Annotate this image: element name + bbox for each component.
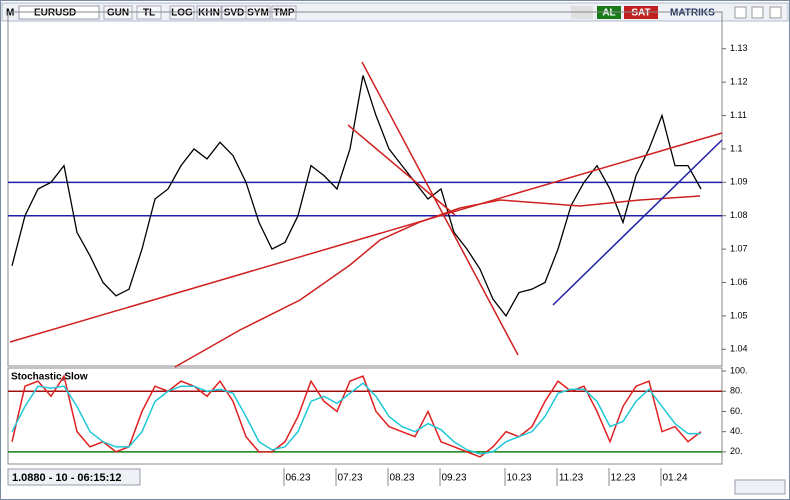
logo: M bbox=[6, 8, 14, 19]
toolbar-button-label: SVD bbox=[224, 8, 245, 19]
trend-line bbox=[9, 132, 723, 343]
brand: MATRIKS bbox=[670, 8, 715, 19]
y-tick-label: 1.07 bbox=[730, 243, 748, 253]
toolbar-button-label: KHN bbox=[198, 8, 220, 19]
trend-line bbox=[552, 139, 723, 306]
y-tick-label: 1.06 bbox=[730, 277, 748, 287]
y-tick-label: 1.13 bbox=[730, 43, 748, 53]
y-tick-label: 1.05 bbox=[730, 310, 748, 320]
x-tick-label: 08.23 bbox=[389, 473, 414, 484]
channel-line bbox=[361, 61, 519, 356]
scroll-controls[interactable] bbox=[734, 479, 786, 495]
sell-label: SAT bbox=[631, 8, 650, 19]
x-tick-label: 01.24 bbox=[662, 473, 687, 484]
price-line bbox=[11, 75, 702, 318]
symbol: EURUSD bbox=[34, 8, 76, 19]
y-tick-label: 1.09 bbox=[730, 177, 748, 187]
y-tick-label: 1.12 bbox=[730, 77, 748, 87]
buy-label: AL bbox=[602, 8, 615, 19]
plot-layer: 1.04 1.05 1.06 1.07 1.08 1.09 1.1 1.11 1.12 1.13 0… bbox=[8, 43, 748, 486]
y-tick-label: 100. bbox=[730, 365, 748, 375]
x-tick-label: 07.23 bbox=[337, 473, 362, 484]
toolbar-button-label: LOG bbox=[171, 8, 193, 19]
x-tick-label: 12.23 bbox=[610, 473, 635, 484]
toolbar-button-label: SYM bbox=[247, 8, 269, 19]
x-tick-label: 11.23 bbox=[559, 473, 584, 484]
y-tick-label: 1.08 bbox=[730, 210, 748, 220]
y-tick-label: 1.11 bbox=[730, 110, 747, 120]
channel-line bbox=[347, 124, 456, 216]
drawings bbox=[9, 61, 723, 368]
toolbar-button-label: TMP bbox=[273, 8, 294, 19]
y-tick-label: 1.04 bbox=[730, 344, 748, 354]
panel-title: Stochastic,Slow bbox=[11, 372, 88, 383]
close[interactable] bbox=[769, 6, 782, 19]
price-panel bbox=[7, 11, 723, 367]
y-tick-label: 60. bbox=[730, 406, 743, 416]
y-tick-label: 80. bbox=[730, 386, 743, 396]
x-tick-label: 10.23 bbox=[506, 473, 531, 484]
y-tick-label: 1.1 bbox=[730, 143, 743, 153]
status-box bbox=[7, 468, 141, 486]
maximize[interactable] bbox=[751, 6, 764, 19]
x-tick-label: 09.23 bbox=[441, 473, 466, 484]
toolbar-button-label: TL bbox=[143, 8, 155, 19]
x-tick-label: 06.23 bbox=[285, 473, 310, 484]
minimize[interactable] bbox=[734, 6, 747, 19]
y-tick-label: 40. bbox=[730, 426, 743, 436]
status: 1.0880 - 10 - 06:15:12 bbox=[12, 472, 121, 484]
series-line bbox=[11, 382, 701, 455]
stochastic-panel bbox=[7, 367, 723, 465]
y-tick-label: 20. bbox=[730, 446, 743, 456]
toolbar-button-label: GUN bbox=[107, 8, 129, 19]
